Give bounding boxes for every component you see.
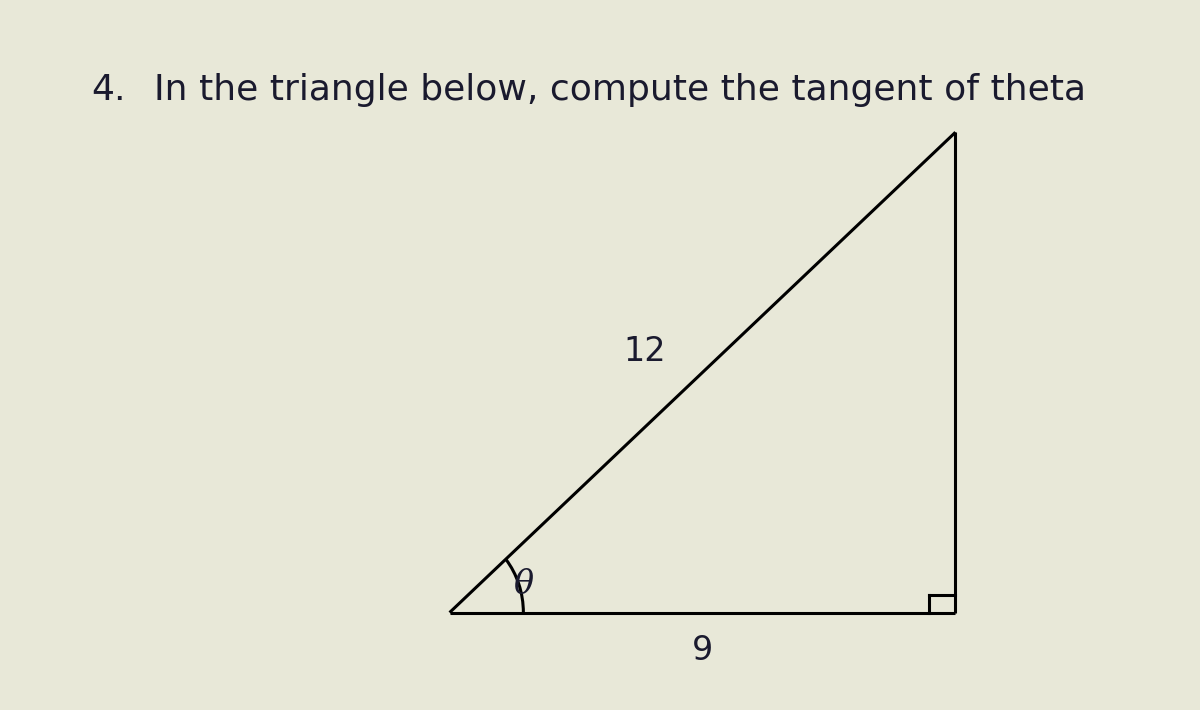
Text: 9: 9 [692, 634, 713, 667]
Text: 12: 12 [623, 335, 666, 368]
Text: θ: θ [514, 569, 534, 601]
Text: In the triangle below, compute the tangent of theta: In the triangle below, compute the tange… [155, 73, 1086, 107]
Text: 4.: 4. [91, 73, 126, 107]
